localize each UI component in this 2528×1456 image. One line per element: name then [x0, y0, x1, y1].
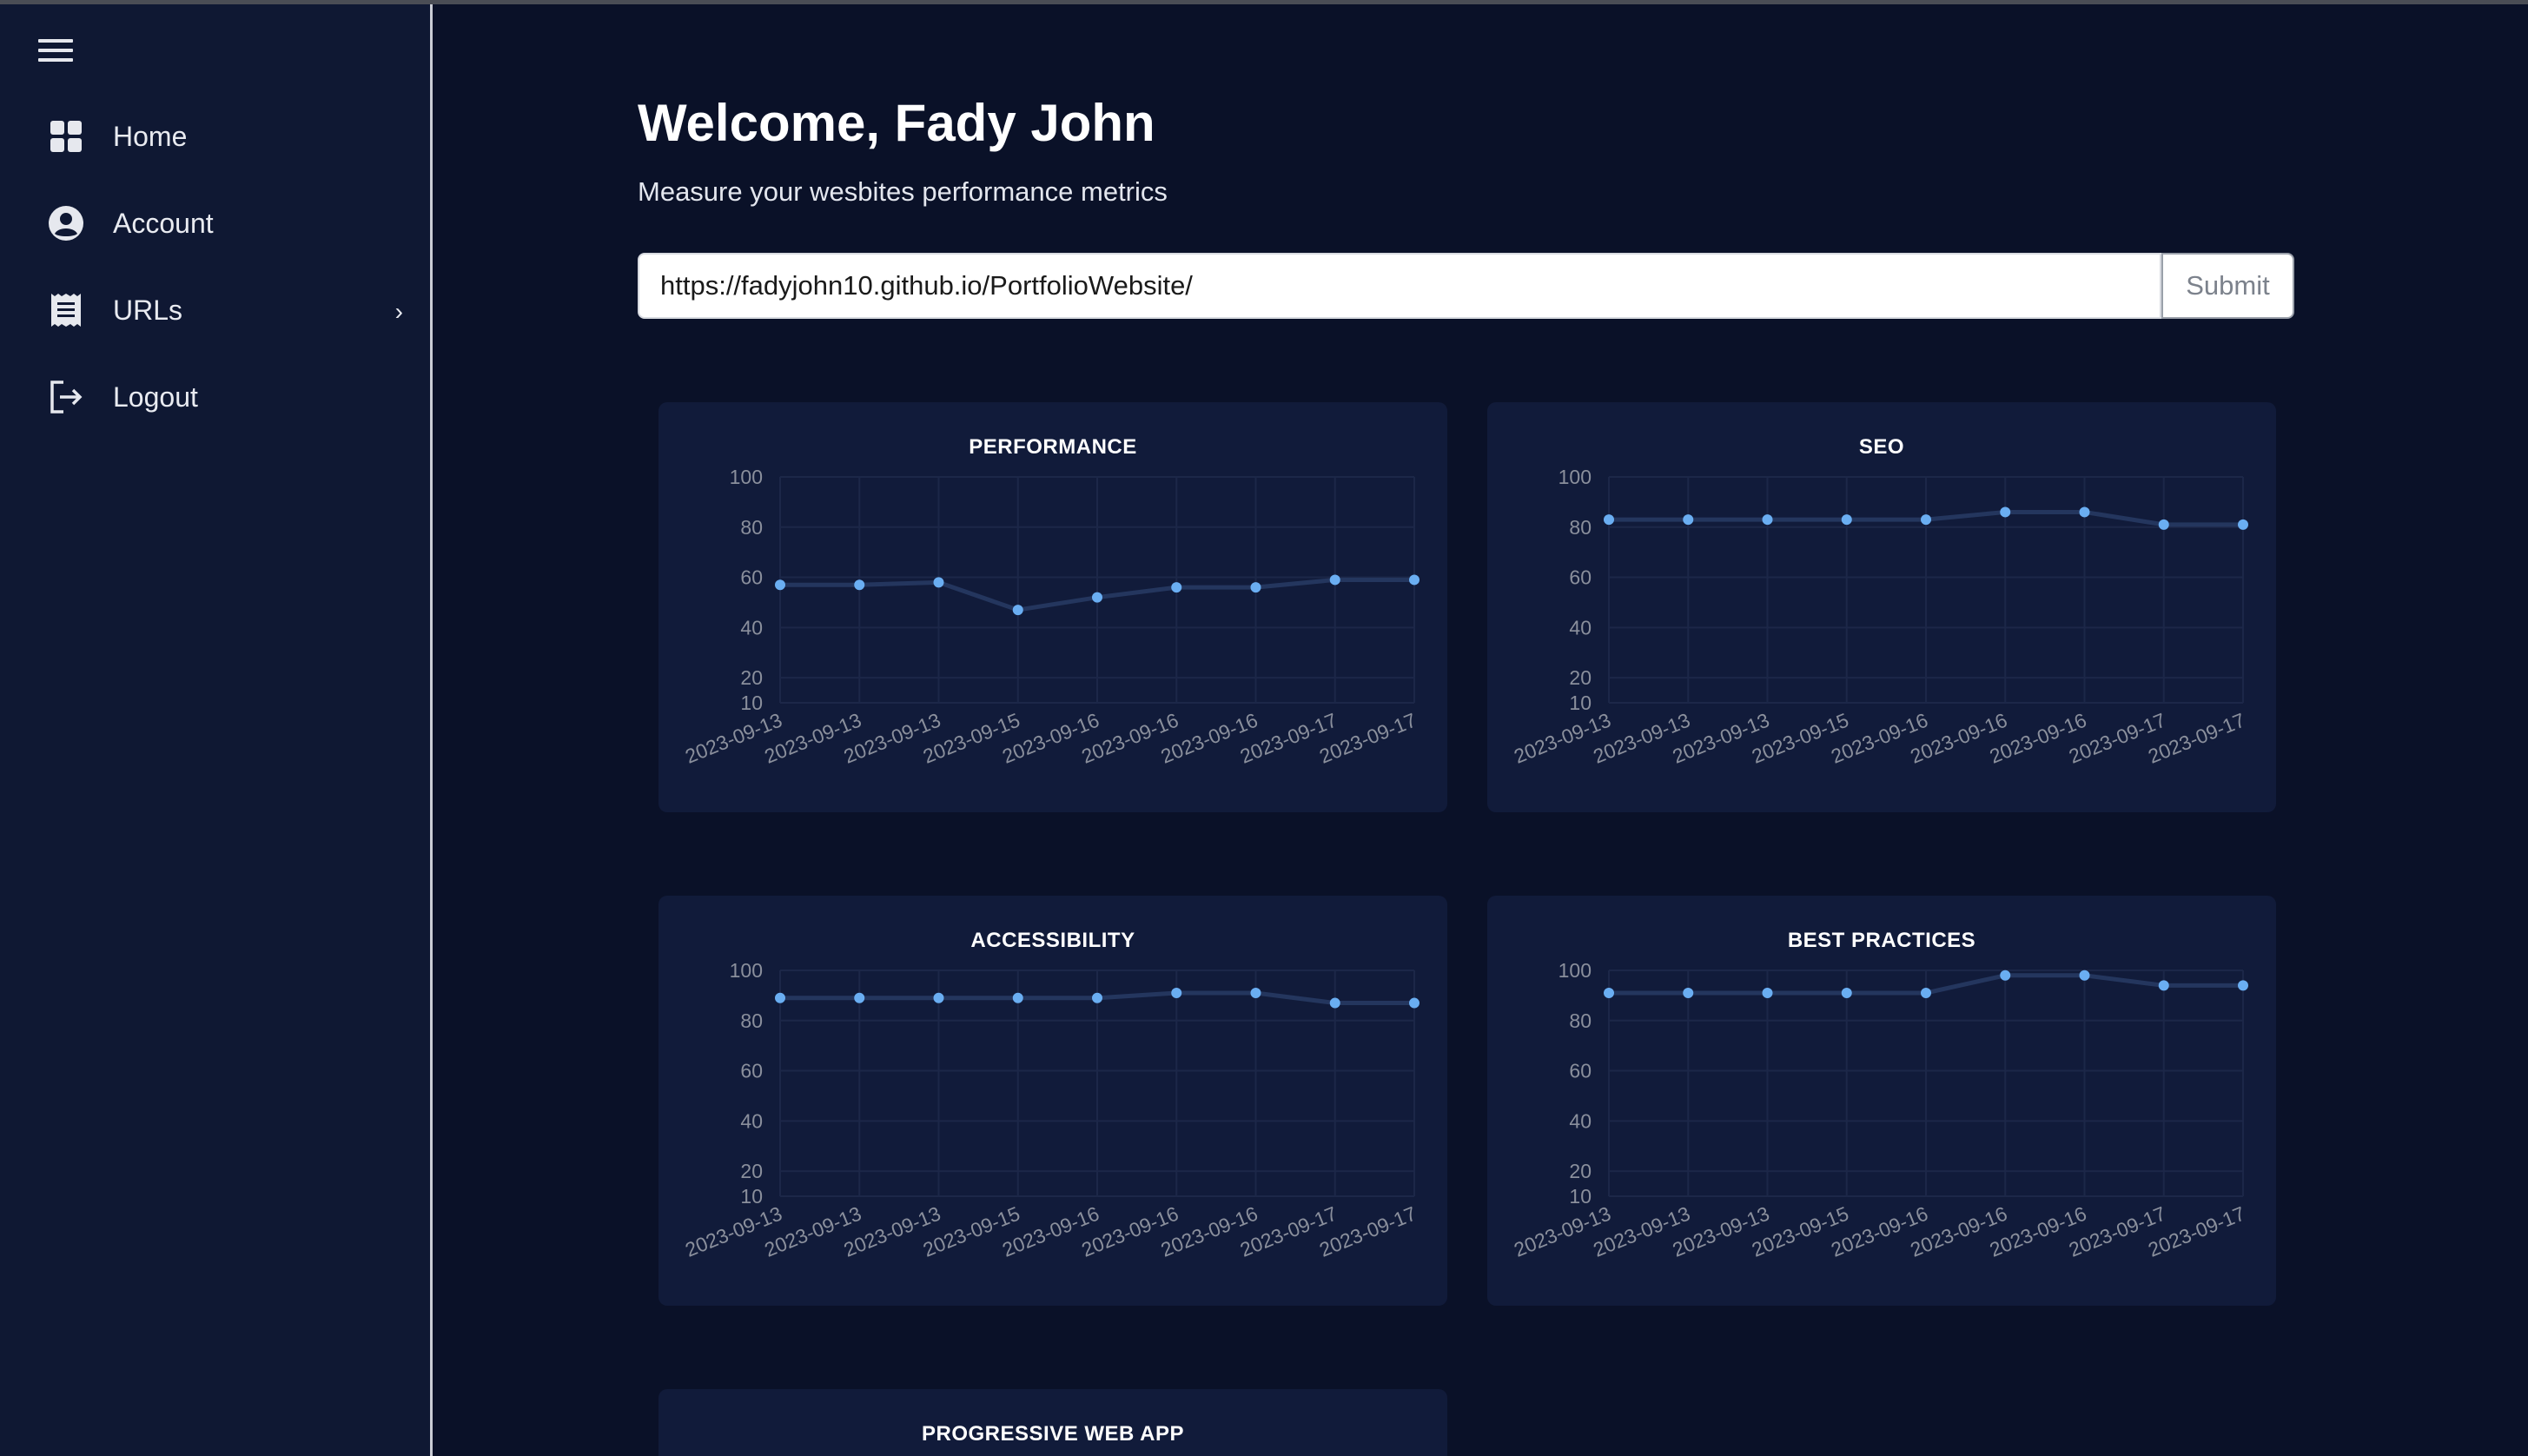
data-point [1921, 514, 1931, 526]
main-content: Welcome, Fady John Measure your wesbites… [433, 4, 2528, 1456]
data-point [933, 992, 944, 1003]
data-point [1604, 988, 1614, 998]
data-point [2079, 970, 2090, 981]
y-tick-label: 20 [1569, 666, 1592, 689]
best-practices-chart: 10204060801002023-09-132023-09-132023-09… [1511, 959, 2248, 1261]
data-point [1762, 988, 1773, 998]
sidebar-item-logout[interactable]: Logout [42, 362, 415, 432]
data-point [1250, 988, 1261, 998]
y-tick-label: 60 [1569, 566, 1592, 589]
url-input[interactable] [638, 253, 2161, 319]
sidebar-item-home[interactable]: Home [42, 102, 415, 171]
y-tick-label: 10 [740, 1185, 763, 1208]
y-tick-label: 80 [740, 1009, 763, 1032]
performance-chart: 10204060801002023-09-132023-09-132023-09… [682, 466, 1420, 768]
data-point [1250, 582, 1261, 593]
chart-title: ACCESSIBILITY [970, 929, 1135, 952]
data-point [1762, 514, 1773, 526]
y-tick-label: 60 [1569, 1060, 1592, 1082]
y-tick-label: 20 [1569, 1160, 1592, 1182]
account-circle-icon [42, 199, 90, 248]
data-point [1329, 574, 1340, 586]
data-point [2238, 519, 2248, 530]
data-point [1409, 574, 1420, 586]
data-point [1921, 988, 1931, 998]
chart-title: SEO [1858, 435, 1905, 459]
y-tick-label: 80 [740, 516, 763, 539]
sidebar: Home Account URLs › [0, 4, 433, 1456]
y-tick-label: 40 [740, 616, 763, 639]
logout-icon [42, 373, 90, 421]
performance-chart-card: PERFORMANCE 10 20 40 60 80 100 2023-09-13 2023-… [658, 402, 1447, 812]
y-tick-label: 100 [730, 959, 763, 982]
chart-title: PERFORMANCE [969, 435, 1137, 459]
sidebar-item-label: Account [113, 207, 214, 239]
y-tick-label: 80 [1569, 1009, 1592, 1032]
y-tick-label: 100 [730, 466, 763, 488]
page-title: Welcome, Fady John [638, 94, 1155, 152]
data-point [1092, 992, 1102, 1003]
y-tick-label: 100 [1558, 959, 1592, 982]
y-tick-label: 10 [1569, 692, 1592, 714]
window-top-border [0, 0, 2528, 4]
sidebar-item-label: Logout [113, 381, 198, 413]
data-point [1683, 988, 1694, 998]
data-point [1683, 514, 1694, 526]
data-point [1329, 997, 1340, 1009]
data-point [1012, 992, 1023, 1003]
y-tick-label: 60 [740, 1060, 763, 1082]
grid-icon [42, 112, 90, 161]
sidebar-item-urls[interactable]: URLs › [42, 275, 415, 345]
page-subtitle: Measure your wesbites performance metric… [638, 176, 1168, 207]
chevron-right-icon: › [394, 298, 403, 325]
data-point [933, 577, 944, 588]
data-point [775, 579, 785, 591]
y-tick-label: 20 [740, 666, 763, 689]
data-point [854, 579, 865, 591]
sidebar-item-account[interactable]: Account [42, 189, 415, 258]
y-tick-label: 100 [1558, 466, 1592, 488]
accessibility-chart: 10204060801002023-09-132023-09-132023-09… [682, 959, 1420, 1261]
data-point [1092, 592, 1102, 603]
chart-title: BEST PRACTICES [1787, 929, 1976, 952]
data-point [2079, 506, 2090, 518]
accessibility-chart-card: ACCESSIBILITY 10 20 40 60 80 100 2023-09-13 202… [658, 896, 1447, 1306]
data-point [1604, 514, 1614, 526]
progressive-web-app-chart-card: PROGRESSIVE WEB APP [658, 1389, 1447, 1456]
receipt-icon [42, 286, 90, 334]
data-point [854, 992, 865, 1003]
data-point [1409, 997, 1420, 1009]
data-point [1171, 988, 1182, 998]
y-tick-label: 10 [1569, 1185, 1592, 1208]
chart-title: PROGRESSIVE WEB APP [922, 1422, 1184, 1446]
data-point [1841, 514, 1852, 526]
seo-chart: 10204060801002023-09-132023-09-132023-09… [1511, 466, 2248, 768]
y-tick-label: 60 [740, 566, 763, 589]
data-point [1841, 988, 1852, 998]
data-point [775, 992, 785, 1003]
sidebar-item-label: URLs [113, 294, 183, 326]
data-point [1171, 582, 1182, 593]
data-point [2238, 980, 2248, 991]
y-tick-label: 80 [1569, 516, 1592, 539]
best-practices-chart-card: BEST PRACTICES 10 20 40 60 80 100 2023-09-13 20… [1487, 896, 2276, 1306]
y-tick-label: 40 [1569, 616, 1592, 639]
data-point [2000, 506, 2011, 518]
hamburger-menu-icon[interactable] [38, 39, 73, 69]
y-tick-label: 40 [1569, 1109, 1592, 1132]
sidebar-item-label: Home [113, 120, 188, 152]
submit-button[interactable]: Submit [2161, 253, 2294, 319]
y-tick-label: 40 [740, 1109, 763, 1132]
y-tick-label: 10 [740, 692, 763, 714]
data-point [2000, 970, 2011, 981]
y-tick-label: 20 [740, 1160, 763, 1182]
data-point [1012, 605, 1023, 616]
seo-chart-card: SEO 10 20 40 60 80 100 2023-09-13 2023-09-13 202… [1487, 402, 2276, 812]
data-point [2158, 980, 2169, 991]
data-point [2158, 519, 2169, 530]
